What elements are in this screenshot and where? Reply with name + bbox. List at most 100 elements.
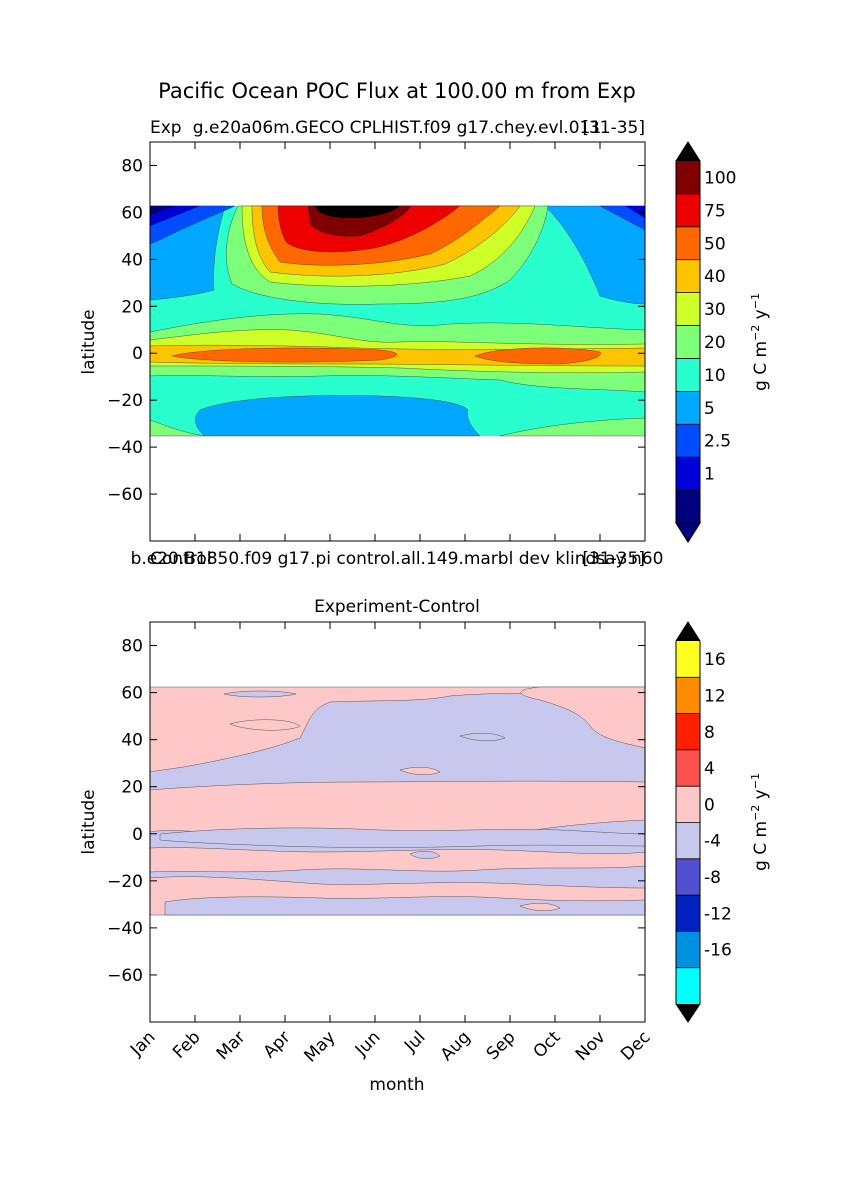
bottom-panel: Control b.e20.B1850.f09 g17.pi control.a… bbox=[79, 549, 771, 1095]
bottom-header-left: Control bbox=[150, 549, 211, 569]
bottom-colorbar: -16 -12 -8 -4 0 4 8 12 16 g C m−2 y−1 bbox=[675, 621, 771, 1023]
bottom-xtick-label: Jun bbox=[351, 1027, 385, 1061]
top-ytick-label: 40 bbox=[121, 250, 143, 270]
bottom-xtick-label: Jul bbox=[400, 1027, 429, 1056]
bottom-pos-small-3 bbox=[519, 903, 561, 911]
top-plot-frame bbox=[149, 141, 646, 542]
top-title-left: Exp bbox=[150, 118, 182, 138]
top-colorbar-over-arrow bbox=[676, 142, 700, 161]
bottom-colorbar-swatch bbox=[676, 967, 700, 1004]
top-colorbar-swatch bbox=[676, 325, 700, 359]
top-colorbar-swatch bbox=[676, 490, 700, 523]
bottom-xtick-label: Aug bbox=[437, 1027, 475, 1065]
bottom-contour-field bbox=[150, 686, 645, 916]
bottom-neg-small-1 bbox=[223, 690, 297, 698]
top-colorbar-tick-label: 50 bbox=[704, 234, 726, 254]
bottom-colorbar-swatch bbox=[676, 713, 700, 750]
bottom-colorbar-swatch bbox=[676, 822, 700, 859]
bottom-colorbar-swatch bbox=[676, 749, 700, 787]
top-colorbar-swatch bbox=[676, 424, 700, 458]
bottom-colorbar-tick-label: 16 bbox=[704, 650, 726, 670]
bottom-colorbar-swatch bbox=[676, 895, 700, 932]
top-colorbar-swatch bbox=[676, 292, 700, 326]
top-ytick-label: 60 bbox=[121, 203, 143, 223]
bottom-neg-small-3 bbox=[409, 851, 441, 859]
top-eq-lens-west bbox=[171, 347, 398, 363]
bottom-pos-ne bbox=[521, 686, 645, 749]
bottom-pos-eq bbox=[150, 847, 645, 873]
bottom-pos-small-2 bbox=[399, 767, 441, 775]
bottom-colorbar-outline bbox=[675, 621, 701, 1023]
bottom-pos-small-1 bbox=[229, 719, 301, 731]
top-ytick-label: 0 bbox=[132, 344, 143, 364]
top-colorbar-tick-label: 75 bbox=[704, 201, 726, 221]
top-colorbar: 1 2.5 5 10 20 30 40 50 75 100 g C m−2 y−1 bbox=[675, 141, 771, 543]
top-ytick-label: 80 bbox=[121, 156, 143, 176]
bottom-colorbar-swatch bbox=[676, 786, 700, 823]
bottom-colorbar-tick-label: 0 bbox=[704, 795, 715, 815]
top-ytick-label: −60 bbox=[107, 485, 143, 505]
bottom-xtick-label: Nov bbox=[572, 1027, 610, 1065]
top-eq-lens-east bbox=[474, 347, 601, 365]
bottom-xtick-label: Jan bbox=[126, 1027, 159, 1060]
bottom-colorbar-tick-label: 4 bbox=[704, 759, 715, 779]
top-south-blue bbox=[195, 395, 481, 437]
bottom-xtick-label: Apr bbox=[260, 1027, 295, 1062]
bottom-colorbar-tick-label: 8 bbox=[704, 723, 715, 743]
top-colorbar-tick-label: 10 bbox=[704, 366, 726, 386]
bottom-colorbar-swatch bbox=[676, 677, 700, 714]
top-colorbar-swatch bbox=[676, 193, 700, 227]
top-north-black bbox=[315, 206, 400, 218]
top-colorbar-swatch bbox=[676, 358, 700, 392]
bottom-colorbar-over-arrow bbox=[676, 622, 700, 641]
bottom-ytick-label: −60 bbox=[107, 966, 143, 986]
bottom-ylabel: latitude bbox=[79, 789, 99, 854]
bottom-xtick-label: Dec bbox=[617, 1027, 654, 1064]
bottom-colorbar-swatch bbox=[676, 858, 700, 896]
top-colorbar-under-arrow bbox=[675, 522, 701, 543]
top-colorbar-tick-label: 30 bbox=[704, 300, 726, 320]
bottom-ytick-label: 0 bbox=[132, 825, 143, 845]
top-colorbar-swatch bbox=[676, 226, 700, 260]
bottom-colorbar-label: g C m−2 y−1 bbox=[749, 773, 771, 871]
bottom-y-axis: 80 60 40 20 0 −20 −40 −60 bbox=[107, 637, 645, 986]
bottom-subtitle: Experiment-Control bbox=[314, 597, 480, 617]
bottom-colorbar-swatch bbox=[676, 641, 700, 678]
top-ytick-label: −20 bbox=[107, 391, 143, 411]
bottom-ytick-label: 60 bbox=[121, 684, 143, 704]
top-north-east-1 bbox=[625, 206, 645, 218]
bottom-xtick-label: Feb bbox=[169, 1027, 204, 1062]
top-ylabel: latitude bbox=[79, 309, 99, 374]
bottom-neg-eq-lens bbox=[159, 827, 645, 848]
bottom-header-right: [31-35] bbox=[582, 549, 645, 569]
bottom-colorbar-tick-label: -4 bbox=[704, 832, 721, 852]
top-y-axis: 80 60 40 20 0 −20 −40 −60 bbox=[107, 156, 645, 505]
top-colorbar-tick-label: 1 bbox=[704, 465, 715, 485]
top-title-center: g.e20a06m.GECO CPLHIST.f09 g17.chey.evl.… bbox=[193, 118, 601, 138]
bottom-xtick-label: Mar bbox=[213, 1027, 250, 1064]
top-colorbar-tick-label: 2.5 bbox=[704, 432, 731, 452]
top-contour-field bbox=[150, 205, 645, 437]
bottom-colorbar-tick-label: 12 bbox=[704, 686, 726, 706]
bottom-ytick-label: 40 bbox=[121, 731, 143, 751]
bottom-ytick-label: 80 bbox=[121, 637, 143, 657]
bottom-plot-frame bbox=[149, 621, 646, 1023]
top-colorbar-swatch bbox=[676, 457, 700, 491]
bottom-header-center: b.e20.B1850.f09 g17.pi control.all.149.m… bbox=[131, 549, 664, 569]
bottom-colorbar-tick-label: -8 bbox=[704, 868, 721, 888]
top-north-east-2p5 bbox=[599, 205, 645, 231]
bottom-neg-small-2 bbox=[459, 733, 506, 741]
bottom-ytick-label: −20 bbox=[107, 872, 143, 892]
top-colorbar-tick-label: 100 bbox=[704, 168, 736, 188]
top-colorbar-swatch bbox=[676, 161, 700, 194]
top-colorbar-label: g C m−2 y−1 bbox=[749, 293, 771, 391]
bottom-xlabel: month bbox=[369, 1075, 424, 1095]
bottom-colorbar-swatch bbox=[676, 931, 700, 968]
top-colorbar-tick-label: 20 bbox=[704, 333, 726, 353]
bottom-neg-south-a bbox=[164, 896, 645, 916]
bottom-xtick-label: Sep bbox=[483, 1027, 520, 1064]
top-ytick-label: −40 bbox=[107, 438, 143, 458]
top-colorbar-swatch bbox=[676, 259, 700, 293]
bottom-colorbar-under-arrow bbox=[676, 1004, 700, 1022]
